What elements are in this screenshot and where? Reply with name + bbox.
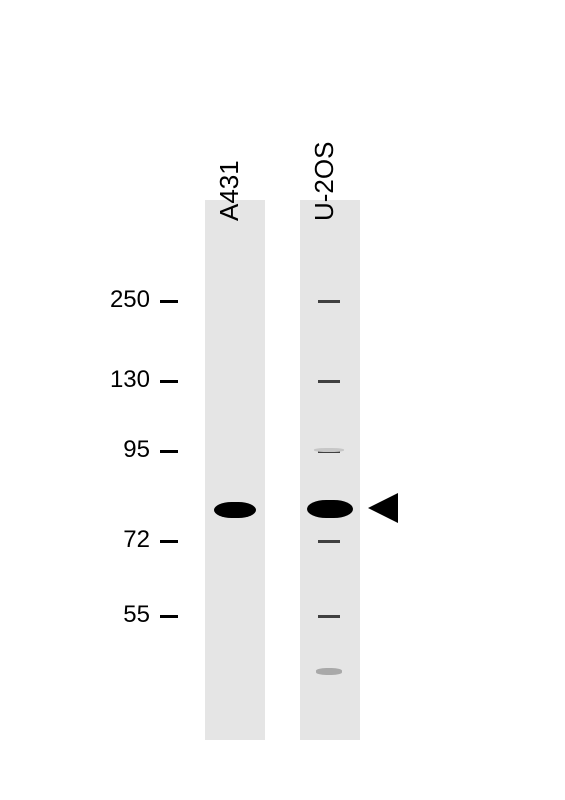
mw-tick-95 [160,450,178,453]
mw-tick-130 [160,380,178,383]
lane-1-label: A431 [214,160,245,221]
band-lane2-main [307,500,353,518]
lane-1 [205,200,265,740]
lane2-marker-250 [318,300,340,303]
lane2-marker-72 [318,540,340,543]
mw-tick-72 [160,540,178,543]
lane-2-label: U-2OS [309,142,340,221]
lane2-marker-55 [318,615,340,618]
mw-label-72: 72 [123,526,150,554]
mw-label-130: 130 [110,366,150,394]
mw-tick-55 [160,615,178,618]
mw-label-250: 250 [110,286,150,314]
lane-2 [300,200,360,740]
mw-label-95: 95 [123,436,150,464]
faint-band-lane2-upper [314,448,344,452]
mw-label-55: 55 [123,601,150,629]
lane2-marker-130 [318,380,340,383]
faint-band-lane2-lower [316,668,342,675]
mw-tick-250 [160,300,178,303]
band-lane1-main [214,502,256,518]
band-indicator-arrow [368,493,398,523]
